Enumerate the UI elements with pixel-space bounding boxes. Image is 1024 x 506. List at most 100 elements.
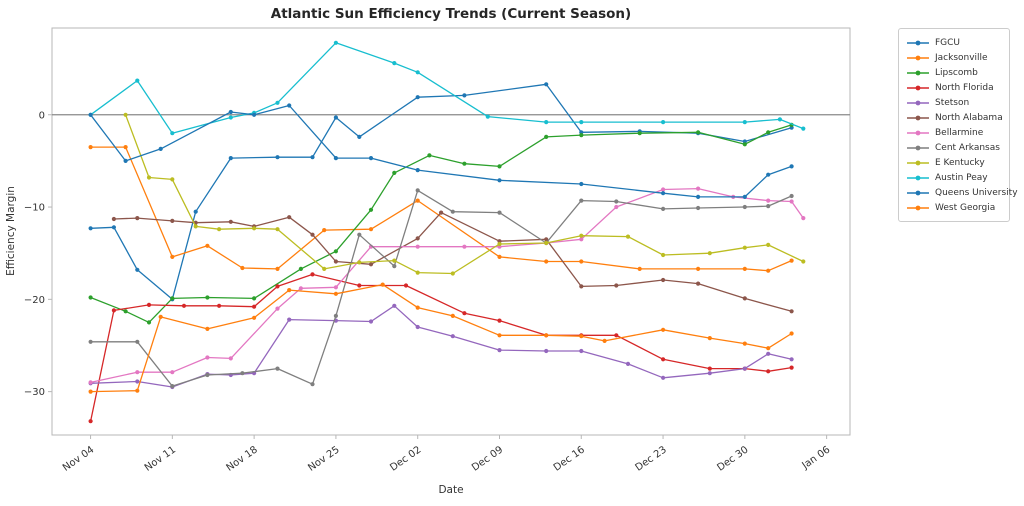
series-marker [766, 172, 771, 177]
series-marker [544, 240, 549, 246]
series-marker [427, 153, 432, 158]
series-line-queens-university [90, 104, 792, 198]
series-marker [637, 131, 642, 136]
y-tick-label: −10 [24, 203, 45, 214]
series-marker [742, 245, 747, 250]
series-line-north-florida [89, 273, 792, 422]
legend-item-bellarmine: Bellarmine [906, 125, 1001, 140]
series-marker [252, 315, 257, 320]
series-marker [462, 244, 467, 249]
series-marker [310, 232, 315, 237]
series-marker [322, 228, 327, 233]
series-marker [275, 284, 280, 289]
series-marker [614, 333, 619, 338]
x-tick-label: Dec 16 [552, 444, 587, 473]
x-tick-label: Dec 09 [470, 444, 505, 473]
series-marker [403, 283, 409, 288]
series-marker [392, 61, 397, 66]
y-tick-label: 0 [39, 110, 45, 121]
series-marker [801, 259, 806, 264]
series-marker [392, 264, 397, 269]
x-axis-label: Date [438, 484, 463, 496]
series-marker [544, 120, 549, 125]
series-marker [368, 227, 374, 232]
series-marker [275, 155, 280, 160]
series-marker [579, 120, 584, 125]
series-marker [193, 224, 198, 229]
x-tick-label: Dec 23 [634, 444, 669, 473]
series-marker [415, 305, 420, 310]
series-line-lipscomb [90, 124, 792, 324]
legend-label: E Kentucky [935, 157, 985, 168]
series-marker [205, 372, 210, 378]
legend-swatch [907, 175, 929, 180]
series-marker [462, 93, 467, 98]
series-marker [135, 379, 140, 384]
series-marker [170, 296, 175, 301]
series-marker [766, 130, 771, 135]
series-marker [135, 388, 140, 393]
series-marker [742, 366, 747, 371]
series-marker [228, 219, 233, 224]
legend-swatch [907, 115, 929, 120]
series-marker [789, 331, 794, 336]
x-tick-label: Dec 30 [715, 444, 750, 473]
series-marker [228, 156, 233, 161]
series-marker [135, 216, 140, 221]
legend-label: Lipscomb [935, 67, 978, 78]
series-marker [333, 285, 338, 290]
series-marker [707, 371, 712, 376]
series-marker [497, 254, 502, 259]
legend-label: Bellarmine [935, 127, 984, 138]
series-marker [415, 270, 420, 275]
series-marker [333, 40, 338, 45]
series-marker [240, 371, 245, 376]
legend-swatch [907, 40, 929, 45]
series-marker [170, 384, 175, 389]
series-marker [766, 369, 771, 374]
legend-swatch [907, 70, 929, 75]
series-marker [252, 112, 257, 117]
series-marker [579, 237, 584, 242]
series-marker [696, 186, 701, 191]
series-marker [602, 338, 607, 343]
series-marker [789, 193, 794, 199]
chart-title: Atlantic Sun Efficiency Trends (Current … [271, 6, 631, 22]
series-marker [170, 177, 175, 182]
series-marker [801, 216, 806, 221]
series-marker [310, 155, 315, 160]
legend-item-e-kentucky: E Kentucky [906, 155, 1001, 170]
legend-label: Austin Peay [935, 172, 988, 183]
series-line-austin-peay [90, 42, 804, 134]
series-marker [368, 207, 374, 212]
x-tick-label: Nov 25 [306, 444, 341, 473]
series-marker [742, 296, 747, 301]
series-marker [544, 259, 549, 264]
series-marker [158, 314, 163, 319]
series-marker [789, 365, 794, 370]
series-marker [415, 95, 420, 100]
series-marker [287, 317, 292, 322]
series-marker [661, 206, 666, 211]
series-marker [275, 266, 280, 271]
legend-item-jacksonville: Jacksonville [906, 50, 1001, 65]
series-marker [497, 348, 502, 353]
series-marker [579, 233, 584, 238]
series-marker [544, 134, 549, 139]
series-marker [333, 291, 338, 296]
x-tick-label: Nov 18 [225, 444, 260, 473]
series-marker [614, 199, 619, 204]
series-marker [415, 236, 420, 241]
series-marker [357, 134, 362, 139]
series-marker [310, 272, 315, 277]
series-marker [88, 145, 93, 150]
series-marker [111, 225, 116, 230]
series-marker [766, 242, 771, 247]
series-marker [275, 100, 280, 105]
series-marker [661, 191, 666, 196]
series-marker [333, 156, 338, 161]
series-marker [170, 370, 175, 375]
series-line-fgcu [90, 83, 792, 300]
